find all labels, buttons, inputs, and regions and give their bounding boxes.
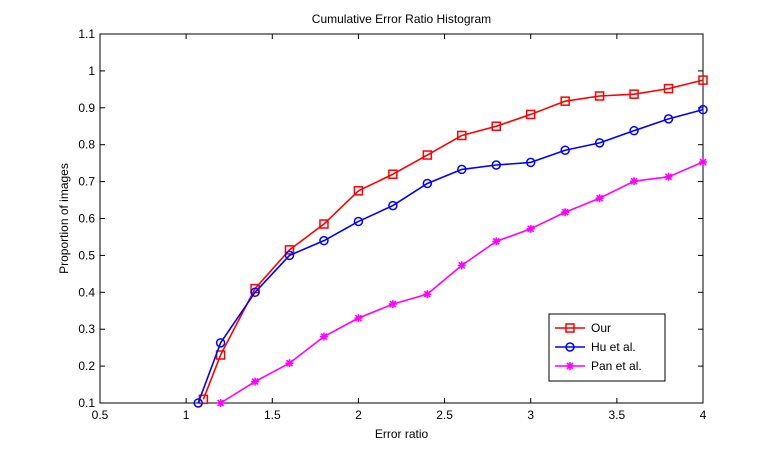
x-tick-label: 1.5 <box>264 408 281 422</box>
axis-ticks: 0.5 1 1.5 2 2.5 3 3.5 4 0.1 0.2 0.3 0.4 0.5 0.6 0.7 0.8… <box>78 27 706 422</box>
data-point-hu-et-al <box>698 104 708 115</box>
data-point-our <box>457 130 467 141</box>
y-tick-label: 1 <box>88 64 95 78</box>
y-tick-label: 0.6 <box>78 212 95 226</box>
y-tick-label: 0.4 <box>78 285 95 299</box>
x-axis-label: Error ratio <box>375 427 429 441</box>
data-point-our <box>319 219 329 229</box>
x-tick-label: 0.5 <box>92 408 109 422</box>
legend: Our Hu et al. Pan et al. <box>548 313 666 382</box>
data-point-our <box>353 186 364 196</box>
series-line-our <box>202 79 704 400</box>
legend-item-hu-et-al: Hu et al. <box>555 340 636 354</box>
y-tick-label: 0.3 <box>78 322 95 336</box>
data-point-our <box>422 150 433 160</box>
data-point-hu-et-al <box>284 250 295 261</box>
x-tick-label: 4 <box>700 408 707 422</box>
data-point-hu-et-al <box>353 216 364 227</box>
data-point-hu-et-al <box>560 145 570 155</box>
chart-title: Cumulative Error Ratio Histogram <box>312 12 491 26</box>
legend-item-pan-et-al: Pan et al. <box>555 359 642 373</box>
data-point-our <box>525 109 536 120</box>
data-point-hu-et-al <box>388 200 398 211</box>
y-tick-label: 0.7 <box>78 175 95 189</box>
data-point-pan-et-al <box>492 237 501 246</box>
data-point-pan-et-al <box>423 290 432 299</box>
x-tick-label: 1 <box>183 408 190 422</box>
data-point-our <box>594 91 605 101</box>
data-point-pan-et-al <box>285 359 294 368</box>
data-point-our <box>560 96 570 106</box>
data-point-hu-et-al <box>629 125 639 136</box>
series-line-hu-et-al <box>197 108 704 404</box>
data-point-hu-et-al <box>525 157 536 168</box>
series-layer <box>193 75 708 408</box>
data-point-pan-et-al <box>354 314 363 323</box>
legend-marker <box>566 362 574 370</box>
series-pan-et-al <box>216 158 707 407</box>
legend-marker <box>565 323 575 333</box>
legend-label: Hu et al. <box>591 340 636 354</box>
data-point-hu-et-al <box>250 287 260 298</box>
data-point-pan-et-al <box>251 377 260 386</box>
data-point-pan-et-al <box>216 399 225 407</box>
data-point-pan-et-al <box>699 158 707 167</box>
y-tick-label: 0.2 <box>78 359 95 373</box>
x-tick-label: 3 <box>527 408 534 422</box>
legend-marker <box>565 342 575 352</box>
data-point-pan-et-al <box>457 261 466 270</box>
legend-item-our: Our <box>555 321 611 335</box>
y-axis-label: Proportion of images <box>57 163 71 274</box>
data-point-hu-et-al <box>663 114 674 124</box>
x-tick-label: 2 <box>355 408 362 422</box>
data-point-hu-et-al <box>215 338 226 348</box>
legend-label: Our <box>591 321 611 335</box>
data-point-hu-et-al <box>491 160 502 170</box>
data-point-our <box>388 169 398 179</box>
y-tick-label: 0.5 <box>78 248 95 262</box>
series-hu-et-al <box>193 104 708 408</box>
data-point-pan-et-al <box>561 208 570 217</box>
data-point-pan-et-al <box>630 177 639 186</box>
data-point-pan-et-al <box>319 332 328 341</box>
data-point-hu-et-al <box>422 178 433 189</box>
y-tick-label: 0.1 <box>78 396 95 410</box>
data-point-our <box>698 75 708 85</box>
data-point-hu-et-al <box>319 235 329 246</box>
data-point-hu-et-al <box>457 164 467 175</box>
data-point-our <box>663 83 674 94</box>
x-tick-label: 3.5 <box>609 408 626 422</box>
data-point-our <box>284 245 295 255</box>
data-point-pan-et-al <box>526 224 535 233</box>
data-point-our <box>629 89 639 99</box>
data-point-hu-et-al <box>193 398 203 408</box>
legend-label: Pan et al. <box>591 359 642 373</box>
data-point-hu-et-al <box>594 138 605 148</box>
y-tick-label: 1.1 <box>78 27 95 41</box>
data-point-our <box>491 121 502 131</box>
x-tick-label: 2.5 <box>436 408 453 422</box>
y-tick-label: 0.9 <box>78 101 95 115</box>
data-point-pan-et-al <box>595 194 604 203</box>
data-point-pan-et-al <box>388 300 397 309</box>
data-point-pan-et-al <box>664 172 673 181</box>
y-tick-label: 0.8 <box>78 138 95 152</box>
